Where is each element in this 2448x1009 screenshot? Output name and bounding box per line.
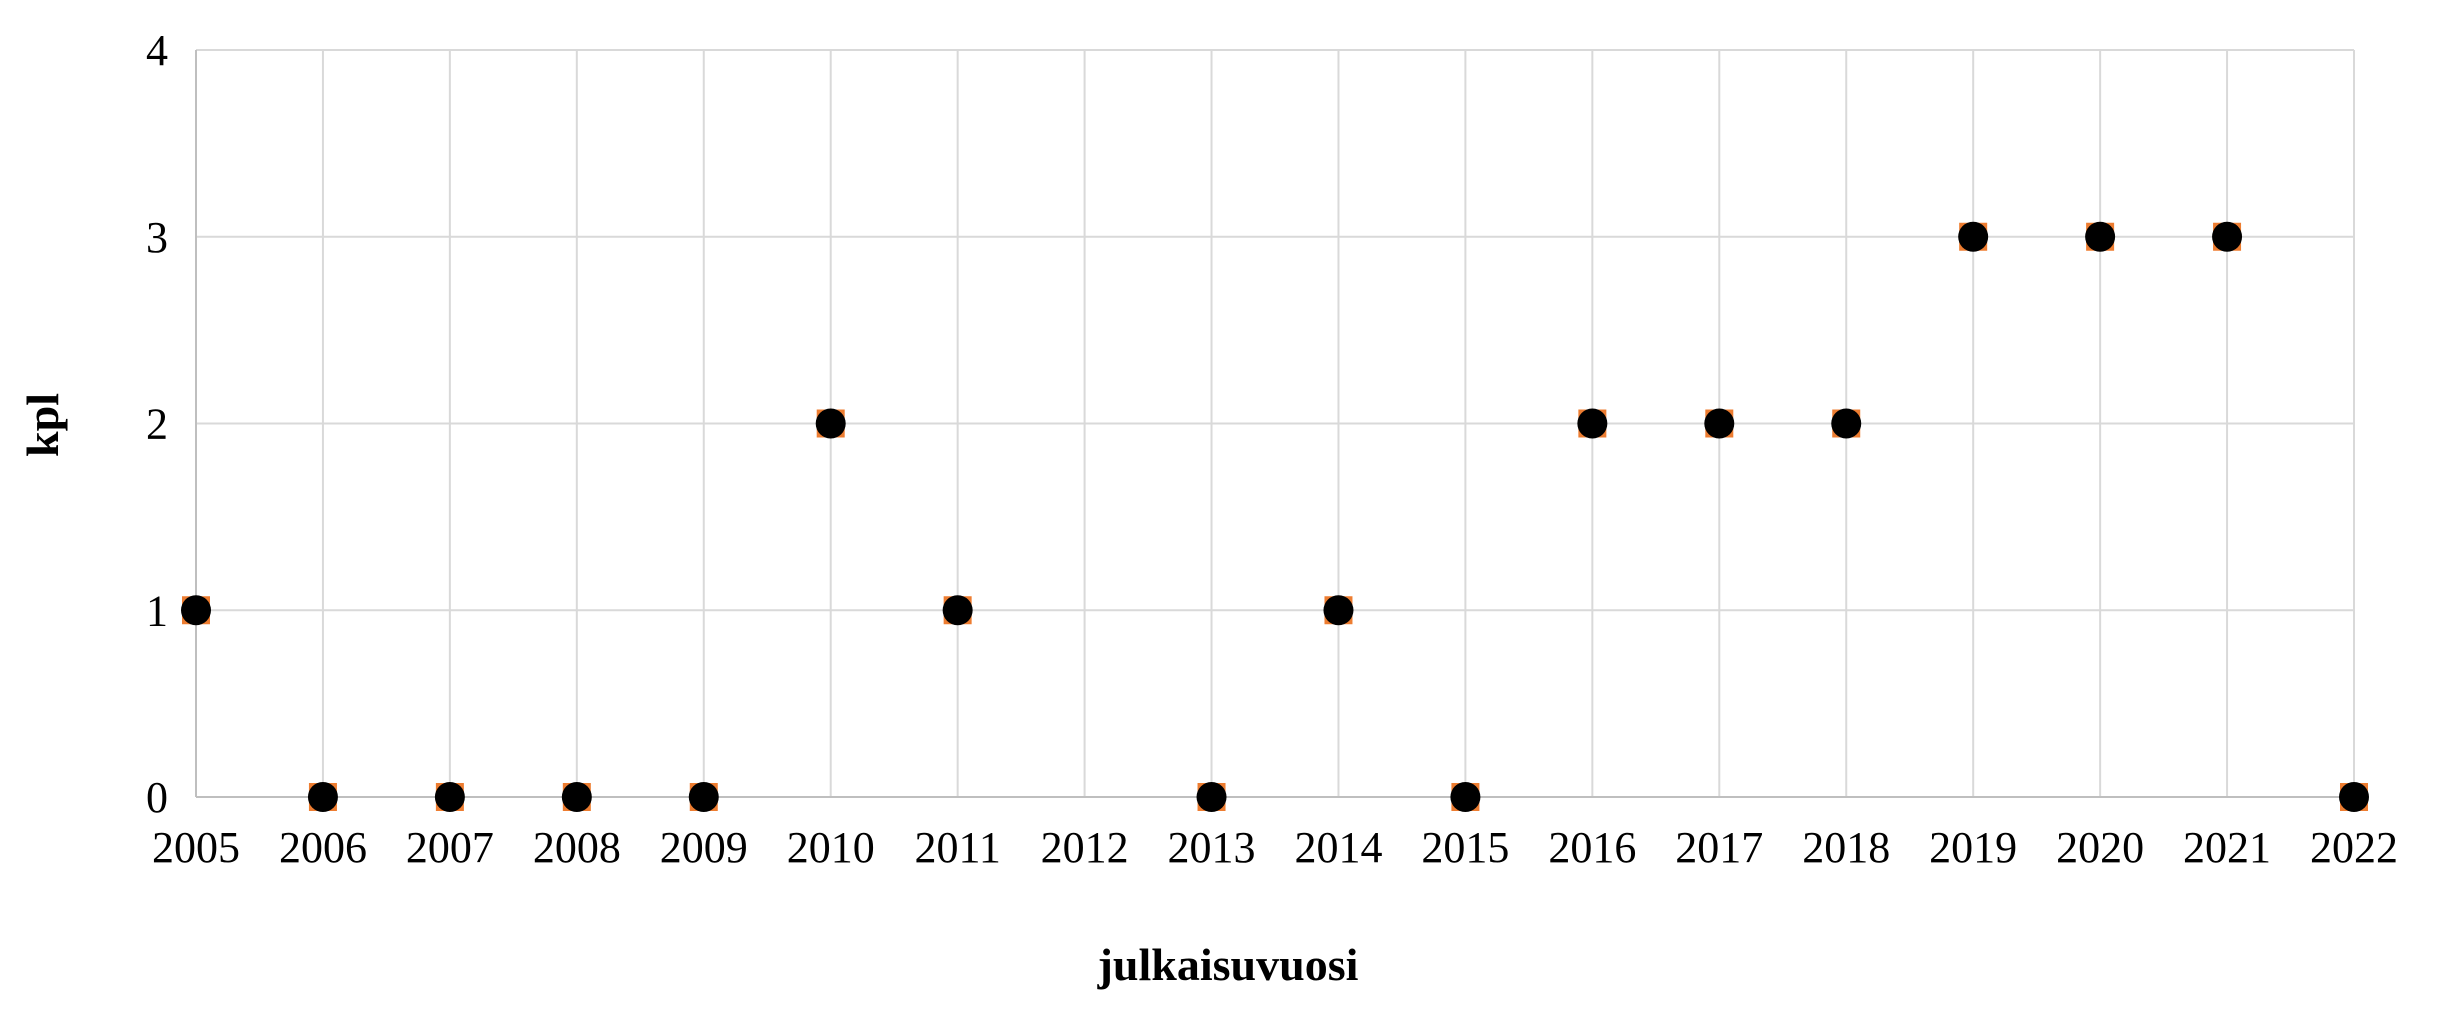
data-point <box>2212 221 2243 252</box>
x-tick-label: 2015 <box>1421 823 1509 872</box>
data-point <box>1577 408 1608 439</box>
data-points <box>181 221 2369 812</box>
x-tick-label: 2011 <box>914 823 1000 872</box>
x-tick-label: 2014 <box>1294 823 1382 872</box>
data-point-marker <box>561 782 592 812</box>
data-point <box>307 782 338 812</box>
axes <box>195 50 2354 798</box>
data-point <box>1704 408 1735 439</box>
data-point-marker <box>1958 221 1989 252</box>
x-tick-label: 2007 <box>406 823 494 872</box>
data-point <box>1958 221 1989 252</box>
y-tick-label: 4 <box>146 26 168 75</box>
data-point <box>688 782 719 812</box>
x-tick-label: 2012 <box>1041 823 1129 872</box>
x-tick-label: 2021 <box>2183 823 2271 872</box>
y-tick-labels: 0 1 2 3 4 <box>146 26 168 822</box>
data-point-marker <box>688 782 719 812</box>
y-tick-label: 2 <box>146 400 168 449</box>
data-point <box>2339 782 2369 812</box>
x-tick-label: 2018 <box>1802 823 1890 872</box>
x-tick-label: 2008 <box>533 823 621 872</box>
data-point <box>2085 221 2116 252</box>
data-point <box>1831 408 1862 439</box>
x-tick-label: 2010 <box>787 823 875 872</box>
data-point <box>1196 782 1227 812</box>
y-tick-label: 3 <box>146 213 168 262</box>
data-point <box>181 595 211 626</box>
x-tick-label: 2016 <box>1548 823 1636 872</box>
x-tick-label: 2020 <box>2056 823 2144 872</box>
x-axis-title: julkaisuvuosi <box>1097 939 1359 990</box>
x-tick-label: 2006 <box>279 823 367 872</box>
data-point-marker <box>307 782 338 812</box>
data-point-marker <box>2212 221 2243 252</box>
y-axis-title: kpl <box>17 393 68 457</box>
gridlines <box>196 49 2355 797</box>
data-point <box>1323 595 1354 626</box>
data-point-marker <box>815 408 846 439</box>
data-point-marker <box>1450 782 1481 812</box>
data-point-marker <box>181 595 211 626</box>
data-point-marker <box>1831 408 1862 439</box>
data-point-marker <box>2339 782 2369 812</box>
data-point-marker <box>434 782 465 812</box>
x-tick-label: 2022 <box>2310 823 2398 872</box>
data-point-marker <box>2085 221 2116 252</box>
data-point-marker <box>1323 595 1354 626</box>
data-point-marker <box>1577 408 1608 439</box>
x-tick-label: 2009 <box>660 823 748 872</box>
x-tick-labels: 2005 2006 2007 2008 2009 2010 2011 2012 2013 2014… <box>152 823 2398 872</box>
x-tick-label: 2005 <box>152 823 240 872</box>
data-point <box>434 782 465 812</box>
y-tick-label: 0 <box>146 773 168 822</box>
data-point <box>815 408 846 439</box>
x-tick-label: 2013 <box>1168 823 1256 872</box>
data-point <box>1450 782 1481 812</box>
data-point-marker <box>942 595 973 626</box>
x-tick-label: 2017 <box>1675 823 1763 872</box>
data-point <box>561 782 592 812</box>
y-tick-label: 1 <box>146 586 168 635</box>
data-point <box>942 595 973 626</box>
x-tick-label: 2019 <box>1929 823 2017 872</box>
data-point-marker <box>1196 782 1227 812</box>
data-point-marker <box>1704 408 1735 439</box>
